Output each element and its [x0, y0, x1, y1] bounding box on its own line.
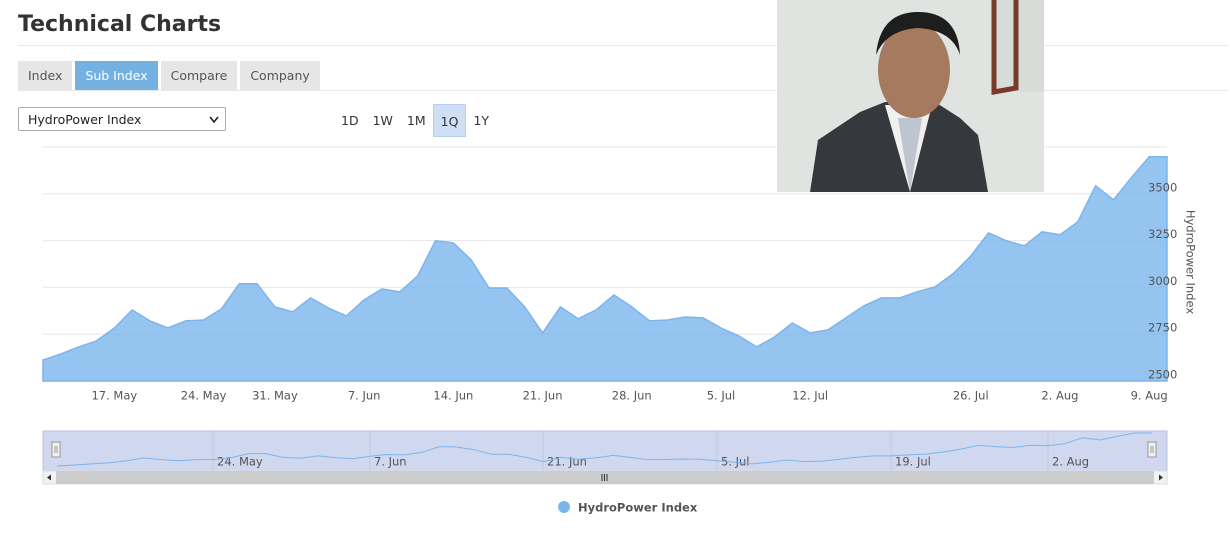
divider [18, 45, 1228, 46]
y-tick-label: 2750 [1148, 321, 1177, 335]
range-button[interactable]: 1D [341, 113, 359, 128]
legend-marker [558, 501, 570, 513]
index-select[interactable]: HydroPower Index [18, 107, 226, 131]
legend[interactable]: HydroPower Index [558, 501, 698, 515]
navigator-grid [212, 431, 1049, 471]
x-tick-label: 28. Jun [612, 389, 652, 403]
navigator-mask [42, 430, 1168, 472]
page-title: Technical Charts [18, 12, 222, 37]
y-tick-label: 2500 [1148, 368, 1177, 382]
navigator-label: 7. Jun [374, 455, 407, 469]
navigator-label: 5. Jul [721, 455, 750, 469]
scrollbar[interactable] [42, 470, 1168, 485]
x-tick-label: 24. May [181, 389, 227, 403]
navigator-label: 21. Jun [547, 455, 587, 469]
y-axis-title: HydroPower Index [1184, 210, 1198, 315]
tab[interactable]: Sub Index [75, 61, 158, 90]
select-arrow [209, 116, 219, 124]
x-tick-label: 17. May [91, 389, 137, 403]
tab[interactable]: Company [240, 61, 320, 90]
range-button[interactable]: 1Q [432, 104, 467, 137]
navigator: 24. May 7. Jun 21. Jun 5. Jul 19. Jul 2.… [56, 432, 1152, 469]
x-tick-label: 14. Jun [433, 389, 473, 403]
navigator-label: 24. May [217, 455, 263, 469]
y-tick-label: 3250 [1148, 227, 1177, 241]
legend-label: HydroPower Index [578, 501, 698, 515]
divider [18, 90, 1228, 91]
range-button[interactable]: 1W [372, 113, 393, 128]
select-value: HydroPower Index [28, 112, 142, 127]
plot-area [42, 155, 1168, 382]
photo [777, 0, 1044, 192]
x-tick-label: 7. Jun [348, 389, 381, 403]
range-button[interactable]: 1M [406, 113, 426, 128]
tab[interactable]: Compare [160, 61, 238, 90]
x-tick-label: 5. Jul [707, 389, 736, 403]
navigator-handle[interactable] [51, 441, 61, 458]
range-button[interactable]: 1Y [473, 113, 490, 128]
navigator-handle[interactable] [1147, 441, 1157, 458]
x-tick-label: 21. Jun [523, 389, 563, 403]
tab[interactable]: Index [18, 61, 73, 90]
y-tick-label: 3500 [1148, 180, 1177, 194]
x-tick-label: 31. May [252, 389, 298, 403]
navigator-label: 19. Jul [895, 455, 931, 469]
navigator-line [56, 432, 1152, 467]
tab-bar: Index Sub Index Compare Company [18, 61, 320, 90]
x-tick-label: 26. Jul [953, 389, 989, 403]
y-tick-label: 3000 [1148, 274, 1177, 288]
navigator-label: 2. Aug [1052, 455, 1089, 469]
area [42, 155, 1168, 382]
x-tick-label: 12. Jul [792, 389, 828, 403]
x-tick-label: 2. Aug [1041, 389, 1078, 403]
x-tick-label: 9. Aug [1131, 389, 1168, 403]
range-selector: 1D 1W 1M 1Q 1Y [334, 104, 496, 137]
